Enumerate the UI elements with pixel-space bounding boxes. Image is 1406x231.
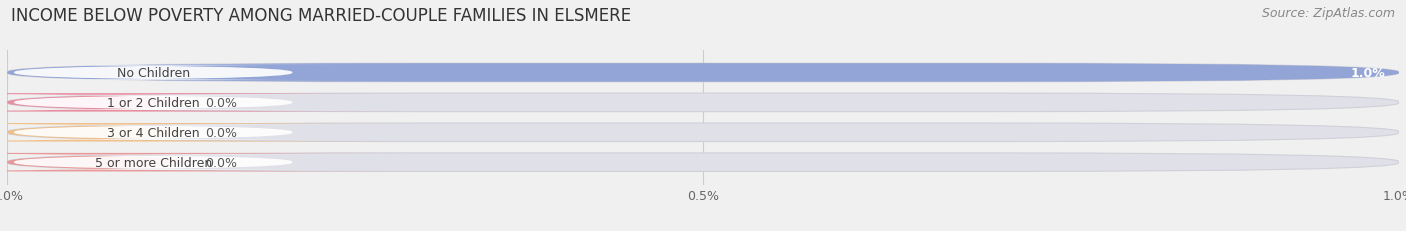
- FancyBboxPatch shape: [0, 153, 418, 172]
- FancyBboxPatch shape: [0, 94, 418, 112]
- FancyBboxPatch shape: [0, 125, 350, 140]
- FancyBboxPatch shape: [0, 66, 350, 81]
- Text: 1 or 2 Children: 1 or 2 Children: [107, 97, 200, 109]
- FancyBboxPatch shape: [7, 64, 1399, 82]
- Text: Source: ZipAtlas.com: Source: ZipAtlas.com: [1261, 7, 1395, 20]
- FancyBboxPatch shape: [0, 95, 350, 110]
- Text: No Children: No Children: [117, 67, 190, 80]
- FancyBboxPatch shape: [7, 64, 1399, 82]
- FancyBboxPatch shape: [7, 153, 1399, 172]
- Text: 0.0%: 0.0%: [205, 97, 236, 109]
- Text: 5 or more Children: 5 or more Children: [94, 156, 212, 169]
- FancyBboxPatch shape: [0, 123, 418, 142]
- Text: 0.0%: 0.0%: [205, 156, 236, 169]
- FancyBboxPatch shape: [7, 94, 1399, 112]
- Text: 0.0%: 0.0%: [205, 126, 236, 139]
- Text: 3 or 4 Children: 3 or 4 Children: [107, 126, 200, 139]
- Text: INCOME BELOW POVERTY AMONG MARRIED-COUPLE FAMILIES IN ELSMERE: INCOME BELOW POVERTY AMONG MARRIED-COUPL…: [11, 7, 631, 25]
- FancyBboxPatch shape: [0, 155, 350, 170]
- FancyBboxPatch shape: [7, 123, 1399, 142]
- Text: 1.0%: 1.0%: [1350, 67, 1385, 80]
